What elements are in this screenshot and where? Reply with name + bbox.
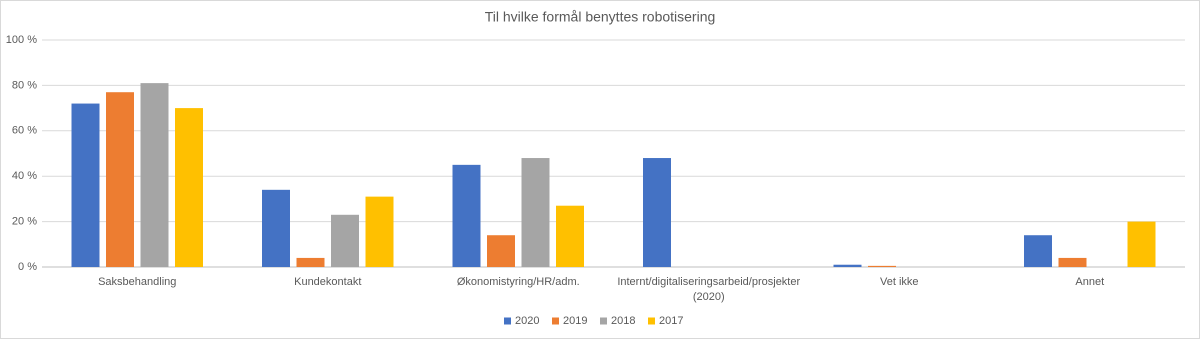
chart-title: Til hvilke formål benyttes robotisering [485, 9, 716, 25]
legend-label: 2017 [659, 315, 683, 327]
x-label-box: Økonomistyring/HR/adm. [456, 276, 580, 288]
legend-swatch [504, 317, 511, 325]
bar [140, 83, 169, 267]
x-tick-label: Kundekontakt [294, 276, 362, 288]
y-tick-label: 100 % [6, 34, 37, 46]
bar [556, 205, 584, 267]
legend-swatch [600, 317, 607, 325]
bar [833, 264, 862, 267]
x-label-box: Saksbehandling [98, 276, 177, 288]
bar [106, 92, 134, 268]
x-tick-label: Saksbehandling [98, 276, 177, 288]
x-label-box: Vet ikke [879, 276, 919, 288]
bar [331, 214, 359, 267]
bar [487, 235, 515, 267]
x-tick-label: Annet [1075, 276, 1105, 288]
bar [521, 158, 550, 267]
y-tick-label: 20 % [12, 216, 37, 228]
x-tick-label: Økonomistyring/HR/adm. [456, 276, 580, 288]
x-tick-label: Internt/digitaliseringsarbeid/prosjekter… [617, 276, 801, 303]
x-label-box: Kundekontakt [294, 276, 362, 288]
bar [365, 196, 394, 267]
bar [643, 158, 671, 267]
bar [1058, 257, 1087, 267]
legend-label: 2020 [515, 315, 539, 327]
bar [71, 103, 100, 267]
legend-label: 2018 [611, 315, 635, 327]
y-tick-label: 60 % [12, 125, 37, 137]
y-tick-label: 40 % [12, 170, 37, 182]
x-tick-label: Vet ikke [879, 276, 919, 288]
bar [262, 189, 290, 267]
bar [296, 257, 325, 267]
y-tick-label: 0 % [18, 261, 37, 273]
legend-swatch [552, 317, 559, 325]
y-tick-label: 80 % [12, 79, 37, 91]
bar [1127, 221, 1156, 267]
x-label-box: Internt/digitaliseringsarbeid/prosjekter… [617, 276, 801, 303]
bar [868, 265, 896, 267]
x-label-box: Annet [1075, 276, 1105, 288]
bar [175, 108, 203, 267]
legend-label: 2019 [563, 315, 587, 327]
legend-swatch [648, 317, 655, 325]
bar [1024, 235, 1052, 267]
bar [452, 164, 481, 267]
